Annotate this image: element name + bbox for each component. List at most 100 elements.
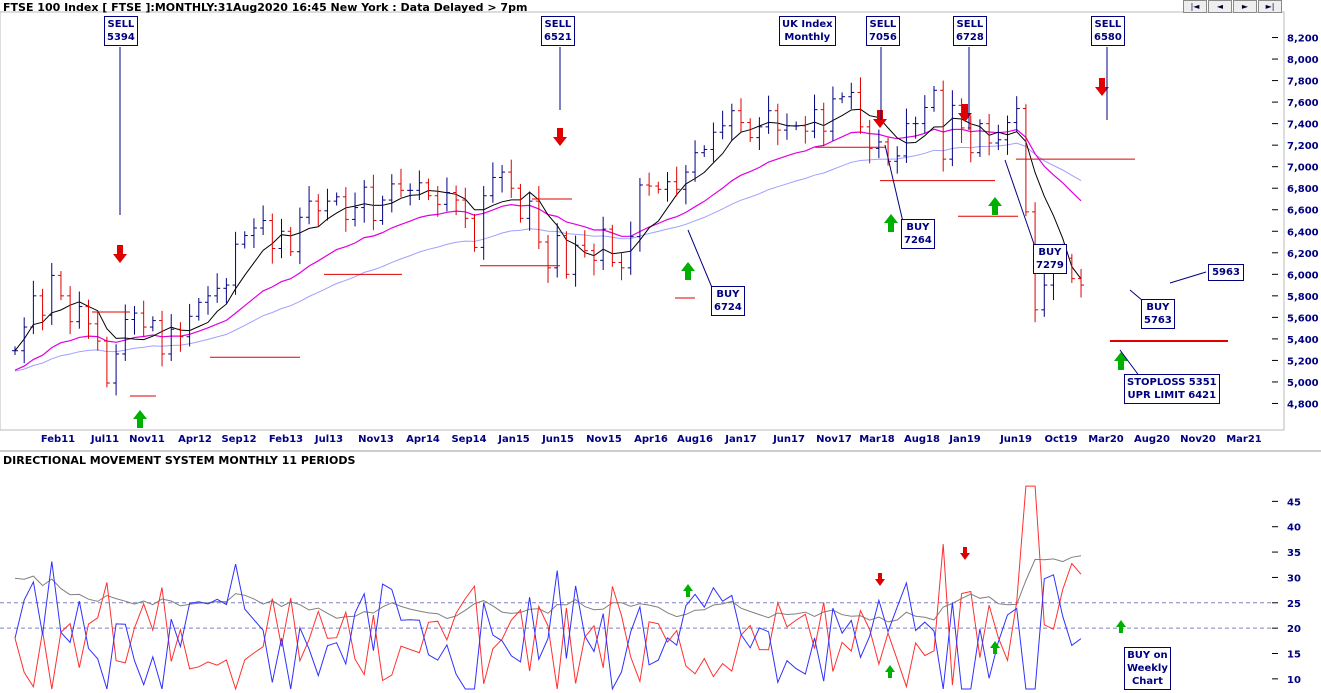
leader-line (1119, 349, 1141, 378)
x-tick-label: Sep14 (451, 434, 486, 445)
x-tick-label: Apr12 (178, 434, 212, 445)
x-tick-label: Nov15 (586, 434, 622, 445)
x-tick-label: Apr16 (634, 434, 668, 445)
x-tick-label: Aug16 (677, 434, 713, 445)
y-tick-label: 6,000 (1287, 270, 1319, 281)
y-tick-label: 6,400 (1287, 227, 1319, 238)
buy-arrow-small (683, 584, 693, 597)
adx-line (14, 555, 1082, 623)
x-tick-label: Nov13 (358, 434, 394, 445)
x-tick-label: Jul11 (90, 434, 119, 445)
y2-tick-label: 35 (1287, 548, 1301, 559)
buy-arrow (1114, 352, 1128, 370)
buy-arrow (884, 214, 898, 232)
leader-line (1129, 289, 1144, 302)
nav-next-button[interactable]: ► (1233, 0, 1257, 13)
nav-first-button[interactable]: |◄ (1183, 0, 1207, 13)
minus-di-line (14, 485, 1082, 691)
leader-line (687, 229, 714, 291)
y2-tick-label: 15 (1287, 650, 1301, 661)
buy-arrow (681, 262, 695, 280)
nav-last-button[interactable]: ►| (1258, 0, 1282, 13)
y-tick-label: 6,200 (1287, 249, 1319, 260)
x-tick-label: Nov11 (129, 434, 165, 445)
y-tick-label: 8,000 (1287, 55, 1319, 66)
leader-line (1169, 271, 1207, 284)
y-tick-label: 5,800 (1287, 292, 1319, 303)
x-tick-label: Mar20 (1088, 434, 1124, 445)
x-tick-label: Mar21 (1226, 434, 1262, 445)
indicator-title: DIRECTIONAL MOVEMENT SYSTEM MONTHLY 11 P… (3, 454, 356, 467)
y2-tick-label: 25 (1287, 599, 1301, 610)
x-tick-label: Mar18 (859, 434, 895, 445)
y-tick-label: 7,200 (1287, 141, 1319, 152)
sell-arrow-small (960, 547, 970, 560)
y-tick-label: 5,600 (1287, 313, 1319, 324)
x-tick-label: Jun17 (772, 434, 805, 445)
uk-index-box: UK Index Monthly (779, 16, 836, 46)
buy-arrow-small (1116, 620, 1126, 633)
x-tick-label: Jun19 (999, 434, 1032, 445)
ma-short-line (14, 108, 1082, 352)
y-tick-label: 7,600 (1287, 98, 1319, 109)
sell-arrow (1095, 78, 1109, 96)
buy-box-3: BUY 7279 (1033, 244, 1067, 274)
ma-long-line (14, 142, 1082, 372)
y-tick-label: 8,200 (1287, 34, 1319, 45)
buy-arrow (133, 410, 147, 428)
buy-weekly-box: BUY on Weekly Chart (1124, 647, 1171, 690)
x-tick-label: Apr14 (406, 434, 440, 445)
x-tick-label: Jan15 (497, 434, 530, 445)
y-tick-label: 5,000 (1287, 378, 1319, 389)
chart-title: FTSE 100 Index [ FTSE ]:MONTHLY:31Aug202… (3, 1, 528, 14)
x-tick-label: Feb11 (41, 434, 75, 445)
sell-box-3: SELL 7056 (866, 16, 900, 46)
y2-tick-label: 20 (1287, 624, 1301, 635)
y2-tick-label: 10 (1287, 675, 1301, 686)
x-tick-label: Jan17 (724, 434, 757, 445)
sell-box-5: SELL 6580 (1091, 16, 1125, 46)
y2-tick-label: 40 (1287, 523, 1301, 534)
x-tick-label: Jan19 (948, 434, 981, 445)
x-tick-label: Jul13 (314, 434, 343, 445)
price-panel (0, 11, 1285, 431)
sell-box-1: SELL 5394 (104, 16, 138, 46)
buy-box-2: BUY 7264 (901, 219, 935, 249)
sell-box-2: SELL 6521 (541, 16, 575, 46)
sell-arrow (553, 128, 567, 146)
sell-arrow (113, 245, 127, 263)
y-tick-label: 5,200 (1287, 356, 1319, 367)
y-tick-label: 6,600 (1287, 206, 1319, 217)
buy-arrow-small (885, 665, 895, 678)
buy-box-4: BUY 5763 (1141, 299, 1175, 329)
y-tick-label: 7,400 (1287, 120, 1319, 131)
x-tick-label: Feb13 (269, 434, 303, 445)
leader-line (884, 144, 904, 223)
x-tick-label: Jun15 (541, 434, 574, 445)
buy-box-1: BUY 6724 (711, 286, 745, 316)
y-tick-label: 6,800 (1287, 184, 1319, 195)
sell-box-4: SELL 6728 (953, 16, 987, 46)
nav-prev-button[interactable]: ◄ (1208, 0, 1232, 13)
buy-arrow-small (990, 641, 1000, 654)
x-tick-label: Aug20 (1134, 434, 1170, 445)
y-tick-label: 4,800 (1287, 399, 1319, 410)
x-tick-label: Aug18 (904, 434, 940, 445)
sell-arrow (873, 110, 887, 128)
stoploss-box: STOPLOSS 5351 UPR LIMIT 6421 (1124, 374, 1220, 404)
sell-arrow-small (875, 573, 885, 586)
x-tick-label: Sep12 (221, 434, 256, 445)
x-tick-label: Nov17 (816, 434, 852, 445)
buy-arrow (988, 197, 1002, 215)
y-tick-label: 7,000 (1287, 163, 1319, 174)
chart-nav: |◄ ◄ ► ►| (1183, 0, 1283, 13)
y2-tick-label: 30 (1287, 573, 1301, 584)
y2-tick-label: 45 (1287, 497, 1301, 508)
y-tick-label: 5,400 (1287, 335, 1319, 346)
leader-line (1004, 159, 1036, 248)
plus-di-line (14, 561, 1082, 691)
x-tick-label: Nov20 (1180, 434, 1216, 445)
last-price-box: 5963 (1208, 264, 1244, 281)
x-tick-label: Oct19 (1044, 434, 1077, 445)
